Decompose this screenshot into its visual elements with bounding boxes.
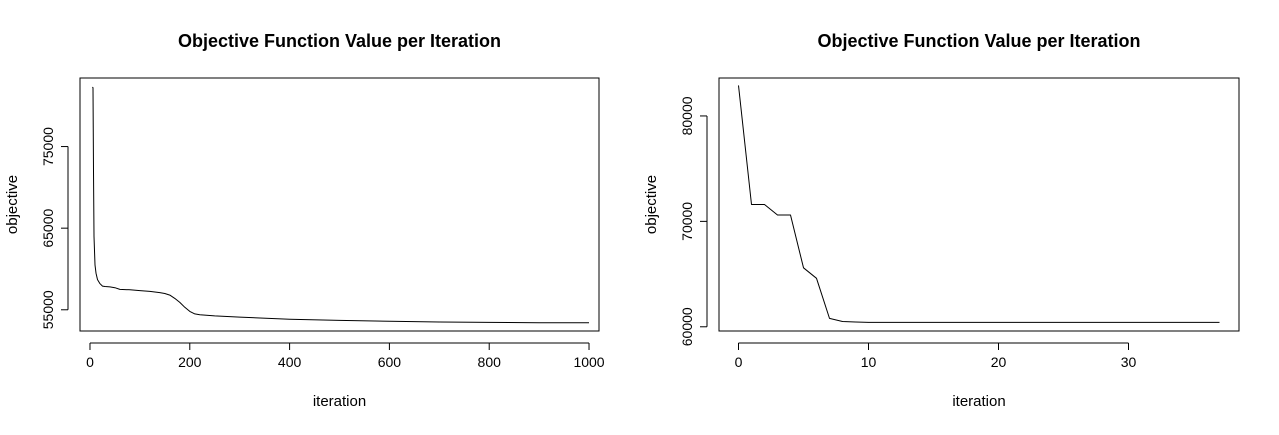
x-tick-label: 200 <box>178 354 202 370</box>
y-tick-label: 55000 <box>40 290 56 329</box>
y-tick-label: 80000 <box>679 96 695 135</box>
series-line <box>92 86 590 324</box>
x-tick-label: 0 <box>86 354 94 370</box>
x-axis-label: iteration <box>952 393 1005 410</box>
y-tick-label: 60000 <box>679 307 695 346</box>
x-tick-label: 1000 <box>573 354 604 370</box>
chart-left: Objective Function Value per Iteration i… <box>4 31 605 410</box>
x-tick-label: 30 <box>1121 354 1137 370</box>
x-tick-label: 800 <box>478 354 502 370</box>
x-tick-label: 0 <box>735 354 743 370</box>
chart-right: Objective Function Value per Iteration i… <box>643 31 1240 410</box>
y-axis-label: objective <box>643 175 660 234</box>
y-axis-label: objective <box>4 175 21 234</box>
chart-title: Objective Function Value per Iteration <box>817 31 1140 51</box>
x-tick-label: 400 <box>278 354 302 370</box>
series-line <box>738 85 1220 323</box>
plot-frame <box>79 77 600 332</box>
x-axis-label: iteration <box>313 393 366 410</box>
y-tick-label: 65000 <box>40 208 56 247</box>
x-tick-label: 10 <box>861 354 877 370</box>
y-tick-label: 70000 <box>679 202 695 241</box>
x-tick-label: 20 <box>991 354 1007 370</box>
y-tick-label: 75000 <box>40 127 56 166</box>
plot-frame <box>718 77 1240 332</box>
x-tick-label: 600 <box>378 354 402 370</box>
chart-title: Objective Function Value per Iteration <box>178 31 501 51</box>
